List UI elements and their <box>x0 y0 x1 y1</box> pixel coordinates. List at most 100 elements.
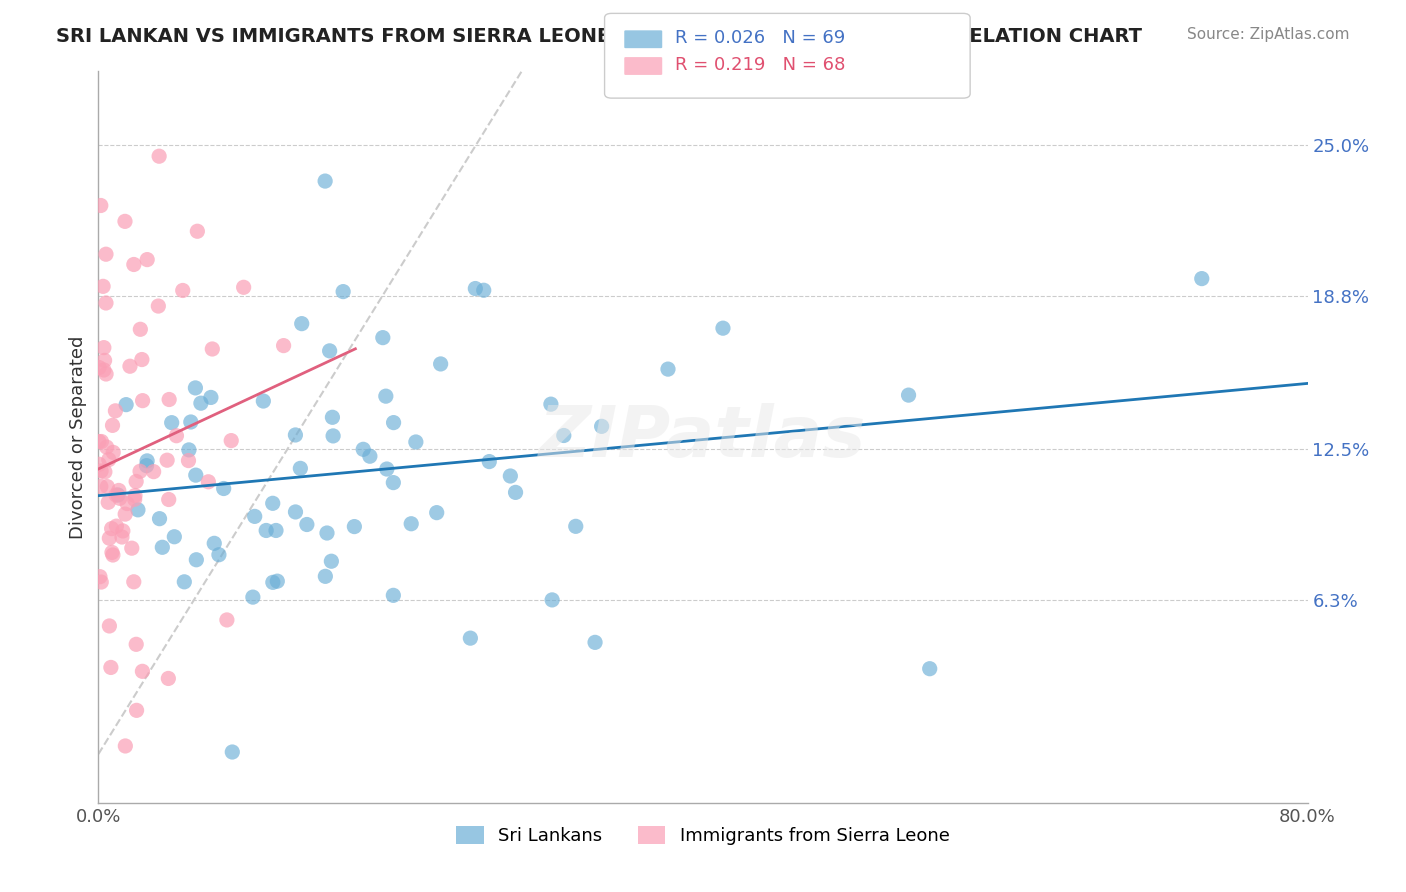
Sri Lankans <box>184 381 207 395</box>
Immigrants from Sierra Leone <box>142 465 165 479</box>
Sri Lankans <box>541 593 564 607</box>
Immigrants from Sierra Leone <box>90 464 112 478</box>
Immigrants from Sierra Leone <box>197 475 219 489</box>
Immigrants from Sierra Leone <box>90 198 112 212</box>
Sri Lankans <box>242 590 264 604</box>
Immigrants from Sierra Leone <box>90 434 112 449</box>
Immigrants from Sierra Leone <box>90 479 112 493</box>
Sri Lankans <box>173 574 195 589</box>
Immigrants from Sierra Leone <box>121 541 143 556</box>
Sri Lankans <box>314 174 336 188</box>
Immigrants from Sierra Leone <box>101 418 124 433</box>
Sri Lankans <box>505 485 527 500</box>
Sri Lankans <box>136 454 159 468</box>
Sri Lankans <box>711 321 734 335</box>
Sri Lankans <box>200 391 222 405</box>
Sri Lankans <box>478 454 501 468</box>
Immigrants from Sierra Leone <box>118 359 141 374</box>
Immigrants from Sierra Leone <box>103 445 125 459</box>
Sri Lankans <box>208 548 231 562</box>
Sri Lankans <box>107 488 129 502</box>
Immigrants from Sierra Leone <box>91 279 114 293</box>
Sri Lankans <box>127 503 149 517</box>
Sri Lankans <box>150 541 173 555</box>
Sri Lankans <box>284 505 307 519</box>
Immigrants from Sierra Leone <box>96 440 118 454</box>
Sri Lankans <box>314 569 336 583</box>
Sri Lankans <box>115 398 138 412</box>
Sri Lankans <box>426 506 449 520</box>
Sri Lankans <box>321 554 343 568</box>
Immigrants from Sierra Leone <box>107 483 129 498</box>
Immigrants from Sierra Leone <box>87 360 110 375</box>
Immigrants from Sierra Leone <box>125 475 148 489</box>
Sri Lankans <box>429 357 451 371</box>
Immigrants from Sierra Leone <box>108 491 131 506</box>
Sri Lankans <box>262 575 284 590</box>
Immigrants from Sierra Leone <box>105 488 128 502</box>
Immigrants from Sierra Leone <box>124 489 146 503</box>
Immigrants from Sierra Leone <box>148 299 170 313</box>
Sri Lankans <box>148 511 170 525</box>
Sri Lankans <box>352 442 374 457</box>
Immigrants from Sierra Leone <box>87 434 110 449</box>
Immigrants from Sierra Leone <box>94 247 117 261</box>
Immigrants from Sierra Leone <box>94 465 117 479</box>
Immigrants from Sierra Leone <box>114 507 136 521</box>
Sri Lankans <box>332 285 354 299</box>
Immigrants from Sierra Leone <box>273 338 295 352</box>
Immigrants from Sierra Leone <box>93 353 115 368</box>
Sri Lankans <box>160 416 183 430</box>
Immigrants from Sierra Leone <box>104 404 127 418</box>
Sri Lankans <box>135 458 157 473</box>
Immigrants from Sierra Leone <box>122 574 145 589</box>
Sri Lankans <box>316 526 339 541</box>
Immigrants from Sierra Leone <box>100 522 122 536</box>
Immigrants from Sierra Leone <box>94 296 117 310</box>
Sri Lankans <box>221 745 243 759</box>
Sri Lankans <box>918 662 941 676</box>
Sri Lankans <box>184 468 207 483</box>
Sri Lankans <box>382 475 405 490</box>
Sri Lankans <box>202 536 225 550</box>
Sri Lankans <box>382 588 405 602</box>
Immigrants from Sierra Leone <box>219 434 242 448</box>
Immigrants from Sierra Leone <box>129 464 152 478</box>
Sri Lankans <box>371 331 394 345</box>
Sri Lankans <box>657 362 679 376</box>
Sri Lankans <box>262 496 284 510</box>
Immigrants from Sierra Leone <box>97 495 120 509</box>
Immigrants from Sierra Leone <box>232 280 254 294</box>
Sri Lankans <box>212 482 235 496</box>
Immigrants from Sierra Leone <box>111 524 134 538</box>
Immigrants from Sierra Leone <box>90 575 112 590</box>
Sri Lankans <box>291 317 314 331</box>
Sri Lankans <box>374 389 396 403</box>
Sri Lankans <box>295 517 318 532</box>
Immigrants from Sierra Leone <box>97 452 120 467</box>
Sri Lankans <box>322 429 344 443</box>
Immigrants from Sierra Leone <box>124 492 146 507</box>
Sri Lankans <box>405 434 427 449</box>
Sri Lankans <box>540 397 562 411</box>
Sri Lankans <box>375 462 398 476</box>
Text: R = 0.219   N = 68: R = 0.219 N = 68 <box>675 56 845 74</box>
Immigrants from Sierra Leone <box>172 284 194 298</box>
Sri Lankans <box>290 461 312 475</box>
Sri Lankans <box>591 419 613 434</box>
Immigrants from Sierra Leone <box>165 428 187 442</box>
Sri Lankans <box>499 469 522 483</box>
Immigrants from Sierra Leone <box>157 492 180 507</box>
Sri Lankans <box>1191 271 1213 285</box>
Sri Lankans <box>897 388 920 402</box>
Immigrants from Sierra Leone <box>93 363 115 377</box>
Text: Source: ZipAtlas.com: Source: ZipAtlas.com <box>1187 27 1350 42</box>
Immigrants from Sierra Leone <box>111 530 134 544</box>
Sri Lankans <box>460 631 482 645</box>
Immigrants from Sierra Leone <box>94 367 117 381</box>
Immigrants from Sierra Leone <box>131 393 153 408</box>
Immigrants from Sierra Leone <box>105 519 128 533</box>
Sri Lankans <box>163 530 186 544</box>
Immigrants from Sierra Leone <box>98 531 121 545</box>
Immigrants from Sierra Leone <box>186 224 208 238</box>
